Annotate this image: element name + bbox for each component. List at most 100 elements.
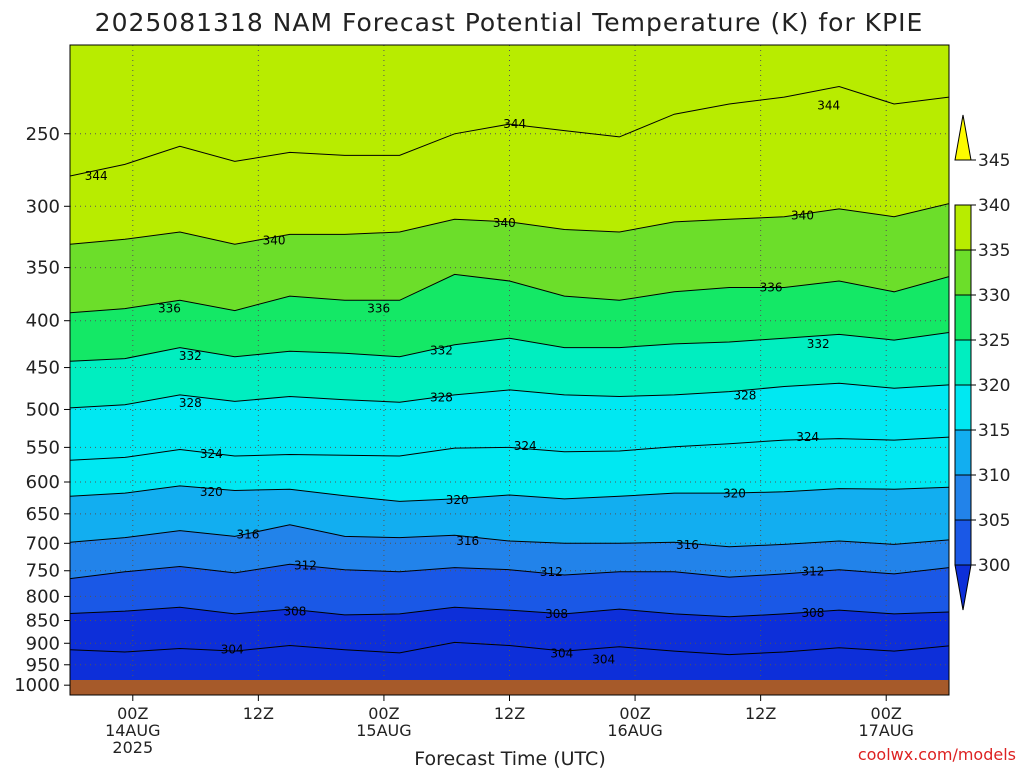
x-tick-label-18-1: 12Z — [243, 704, 274, 723]
colorbar-label-300: 300 — [978, 556, 1010, 576]
contour-label-332: 332 — [807, 337, 830, 351]
y-tick-label-250: 250 — [26, 124, 60, 145]
contour-label-312: 312 — [294, 558, 317, 572]
x-tick-label-42-1: 12Z — [494, 704, 525, 723]
contour-label-308: 308 — [284, 605, 307, 619]
contour-label-344: 344 — [503, 117, 526, 131]
y-tick-label-1000: 1000 — [14, 675, 60, 696]
contour-line-308 — [70, 606, 949, 618]
x-tick-label-6-3: 2025 — [112, 738, 153, 757]
contour-label-304: 304 — [221, 642, 244, 656]
x-tick-label-66-1: 12Z — [745, 704, 776, 723]
contour-label-308: 308 — [545, 607, 568, 621]
contour-label-320: 320 — [200, 485, 223, 499]
contour-label-304: 304 — [550, 646, 573, 660]
x-tick-label-30-1: 00Z — [368, 704, 399, 723]
contour-labels: 344 344 344 340 340 340 336 336 336 332 332 332 328 3… — [85, 99, 840, 667]
x-tick-label-6-2: 14AUG — [105, 721, 160, 740]
contour-label-324: 324 — [514, 439, 537, 453]
colorbar-label-310: 310 — [978, 466, 1010, 486]
colorbar-label-330: 330 — [978, 286, 1010, 306]
contour-label-320: 320 — [723, 487, 746, 501]
y-tick-label-500: 500 — [26, 399, 60, 420]
colorbar-box-310 — [954, 474, 972, 521]
contour-label-312: 312 — [802, 564, 825, 578]
credit-text: coolwx.com/models — [858, 745, 1016, 764]
contour-label-336: 336 — [367, 302, 390, 316]
y-tick-label-700: 700 — [26, 533, 60, 554]
contour-label-304: 304 — [592, 653, 615, 667]
theta-filled-contours — [70, 45, 949, 695]
y-axis: 2503003504004505005506006507007508008509… — [14, 124, 70, 696]
contour-label-316: 316 — [456, 534, 479, 548]
colorbar-label-345: 345 — [978, 151, 1010, 171]
contour-label-344: 344 — [85, 169, 108, 183]
colorbar-label-305: 305 — [978, 511, 1010, 531]
y-tick-label-350: 350 — [26, 258, 60, 279]
x-tick-label-30-2: 15AUG — [356, 721, 411, 740]
contour-label-340: 340 — [791, 208, 814, 222]
contour-line-324 — [70, 436, 949, 461]
contour-line-332 — [70, 332, 949, 362]
contour-label-324: 324 — [200, 447, 223, 461]
colorbar-box-335 — [954, 249, 972, 296]
x-tick-label-54-1: 00Z — [619, 704, 650, 723]
colorbar-box-315 — [954, 429, 972, 476]
contour-label-332: 332 — [430, 343, 453, 357]
colorbar-box-305 — [954, 519, 972, 566]
contour-label-336: 336 — [158, 302, 181, 316]
contour-line-336 — [70, 273, 949, 314]
colorbar-box-320 — [954, 384, 972, 431]
colorbar-label-320: 320 — [978, 376, 1010, 396]
theta-contour-lines — [70, 85, 949, 656]
y-tick-label-750: 750 — [26, 561, 60, 582]
y-tick-label-950: 950 — [26, 655, 60, 676]
y-tick-label-650: 650 — [26, 504, 60, 525]
colorbar: 345 340 335 330 325 320 315 310 305 300 — [954, 114, 1010, 611]
grid-lines — [70, 45, 949, 695]
theta-band-320 — [70, 437, 949, 502]
y-tick-label-550: 550 — [26, 437, 60, 458]
contour-label-308: 308 — [802, 606, 825, 620]
colorbar-box-340 — [954, 204, 972, 251]
colorbar-label-335: 335 — [978, 241, 1010, 261]
contour-label-332: 332 — [179, 349, 202, 363]
contour-label-328: 328 — [179, 396, 202, 410]
contour-line-304 — [70, 641, 949, 656]
contour-line-340 — [70, 203, 949, 245]
chart-title: 2025081318 NAM Forecast Potential Temper… — [95, 8, 924, 37]
colorbar-arrow-bottom — [954, 564, 972, 611]
x-tick-label-54-2: 16AUG — [607, 721, 662, 740]
colorbar-box-330 — [954, 294, 972, 341]
contour-label-316: 316 — [676, 538, 699, 552]
contour-label-340: 340 — [263, 234, 286, 248]
contour-label-316: 316 — [236, 528, 259, 542]
y-tick-label-850: 850 — [26, 611, 60, 632]
contour-label-324: 324 — [796, 430, 819, 444]
colorbar-label-340: 340 — [978, 196, 1010, 216]
contour-label-340: 340 — [493, 216, 516, 230]
x-tick-label-6-1: 00Z — [117, 704, 148, 723]
theta-band-336 — [70, 203, 949, 313]
contour-line-320 — [70, 485, 949, 502]
contour-label-336: 336 — [760, 281, 783, 295]
contour-line-328 — [70, 382, 949, 409]
theta-band-324 — [70, 383, 949, 461]
x-tick-label-78-1: 00Z — [871, 704, 902, 723]
contour-label-320: 320 — [446, 493, 469, 507]
contour-line-312 — [70, 563, 949, 580]
y-tick-label-400: 400 — [26, 311, 60, 332]
colorbar-label-315: 315 — [978, 421, 1010, 441]
colorbar-box-325 — [954, 339, 972, 386]
colorbar-arrow-top — [954, 114, 972, 161]
y-tick-label-450: 450 — [26, 358, 60, 379]
y-tick-label-300: 300 — [26, 196, 60, 217]
y-tick-label-900: 900 — [26, 633, 60, 654]
x-axis-label: Forecast Time (UTC) — [414, 748, 605, 768]
colorbar-label-325: 325 — [978, 331, 1010, 351]
contour-line-316 — [70, 524, 949, 548]
contour-label-312: 312 — [540, 565, 563, 579]
contour-label-344: 344 — [817, 99, 840, 113]
ground-surface — [70, 680, 949, 695]
